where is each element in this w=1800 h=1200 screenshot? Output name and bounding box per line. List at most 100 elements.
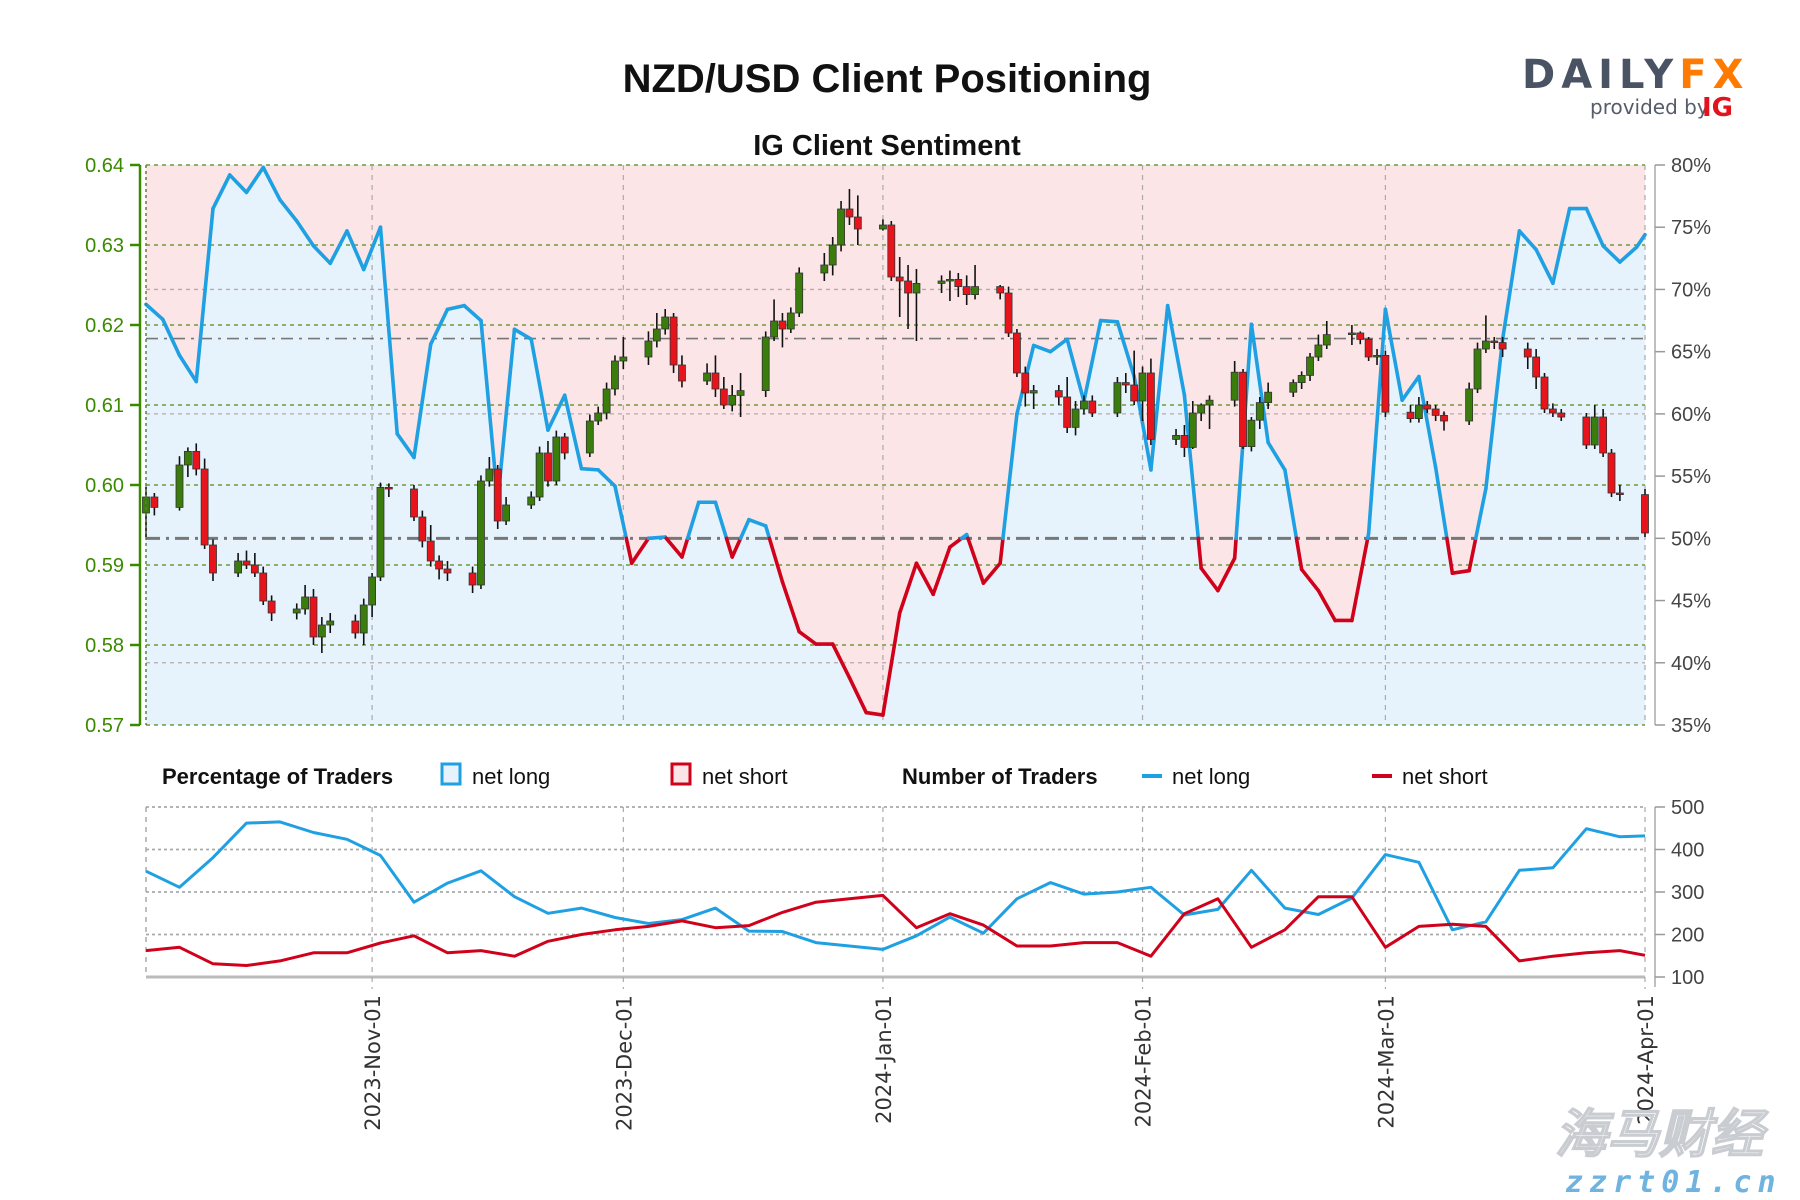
candle	[1130, 350, 1139, 405]
candle-body-up	[301, 596, 310, 610]
candle-body-up	[728, 394, 737, 406]
candle	[477, 475, 485, 589]
sentiment-segment-long	[1149, 303, 1170, 472]
lower-right-tick-label: 100	[1671, 967, 1704, 989]
left-tick-label: 0.63	[85, 235, 124, 257]
candle-body-down	[351, 620, 360, 634]
candle	[1641, 489, 1649, 537]
sentiment-segment-short	[1216, 556, 1237, 593]
candle-body-up	[1071, 408, 1080, 428]
sentiment-segment-short	[1445, 536, 1455, 575]
sentiment-segment-long	[1165, 303, 1187, 398]
candle	[1599, 409, 1608, 457]
sentiment-segment-long	[1266, 440, 1287, 472]
candle	[150, 493, 159, 516]
candle-body-down	[560, 436, 569, 454]
sentiment-segment-long	[685, 500, 701, 541]
candle	[594, 406, 603, 425]
sentiment-segment-long	[160, 317, 182, 358]
right-tick-label: 45%	[1671, 591, 1711, 613]
candle-body-down	[1423, 404, 1432, 410]
candle-body-up	[485, 468, 494, 482]
candle-body-down	[1364, 338, 1373, 358]
watermark-text-url: zzrt01.cn	[1565, 1165, 1782, 1200]
sentiment-segment-long	[1383, 307, 1404, 403]
candle-body-up	[937, 280, 946, 284]
candle-body-down	[962, 286, 971, 296]
candle	[1615, 485, 1624, 501]
sentiment-segment-long	[361, 225, 383, 272]
x-tick-label: 2024-Jan-01	[872, 995, 896, 1124]
candle	[1230, 361, 1239, 407]
candle	[1021, 366, 1030, 407]
legend-percentage-title: Percentage of Traders	[162, 764, 393, 789]
sentiment-segment-short	[1450, 568, 1471, 575]
candle-body-up	[317, 624, 326, 638]
x-tick-label: 2024-Apr-01	[1634, 995, 1658, 1125]
sentiment-segment-long	[579, 466, 601, 472]
sentiment-segment-long	[328, 229, 349, 266]
candle-body-down	[1013, 332, 1021, 374]
candle-body-down	[1063, 396, 1072, 428]
candle	[1121, 373, 1130, 393]
sentiment-segment-short	[797, 629, 818, 646]
candle-body-down	[150, 496, 159, 508]
candle	[552, 430, 561, 485]
sentiment-segment-long	[244, 165, 266, 195]
candle-body-up	[786, 312, 795, 330]
candle	[468, 566, 477, 593]
candle	[326, 613, 335, 633]
sentiment-segment-short	[847, 675, 868, 715]
candle-body-up	[770, 320, 778, 338]
candle	[1080, 395, 1088, 415]
candle	[1590, 405, 1599, 449]
candle-body-up	[1080, 400, 1088, 410]
sentiment-segment-short	[966, 536, 986, 585]
candle-body-up	[477, 480, 485, 586]
candle-body-up	[661, 316, 670, 330]
candle	[954, 273, 963, 297]
price-candles	[142, 189, 1649, 653]
candle-body-up	[1172, 434, 1180, 440]
logo-wordmark: DAILYFX	[1522, 52, 1749, 98]
legend-pct-long-swatch	[440, 762, 462, 786]
sentiment-segment-long	[1473, 486, 1488, 541]
candle	[786, 307, 795, 333]
legend-number-title: Number of Traders	[902, 764, 1098, 789]
candle-body-up	[594, 412, 603, 422]
sentiment-segment-long	[546, 393, 567, 432]
candle	[837, 201, 845, 252]
sentiment-segment-short	[998, 536, 1005, 566]
candle-body-up	[1414, 404, 1423, 420]
candle	[359, 598, 368, 645]
left-tick-label: 0.61	[85, 395, 124, 417]
sentiment-segment-short	[724, 536, 735, 559]
sentiment-segment-long	[1001, 412, 1019, 541]
candle	[820, 253, 829, 281]
candle	[1322, 321, 1331, 349]
sentiment-segment-long	[1400, 374, 1421, 403]
candle-body-down	[1130, 384, 1139, 402]
sentiment-segment-long	[294, 219, 316, 248]
candle-body-down	[384, 486, 393, 490]
candle-body-up	[652, 328, 661, 342]
sentiment-segment-long	[211, 173, 232, 211]
candle-body-up	[946, 278, 954, 282]
candle-body-down	[1021, 372, 1030, 394]
candle	[1364, 337, 1373, 361]
sentiment-segment-long	[763, 524, 772, 541]
candle	[1088, 395, 1097, 417]
sentiment-segment-short	[914, 561, 935, 597]
candle-body-down	[1498, 342, 1507, 350]
candle	[912, 269, 921, 341]
x-tick-label: 2024-Mar-01	[1374, 995, 1398, 1129]
candle-body-up	[1481, 340, 1490, 350]
candle-body-up	[326, 620, 335, 626]
candle-body-up	[703, 372, 711, 382]
candle-body-up	[535, 452, 544, 498]
candle	[527, 491, 536, 509]
sentiment-segment-short	[629, 536, 651, 566]
candle	[652, 313, 661, 348]
candle	[946, 270, 954, 301]
sentiment-segment-short	[864, 710, 885, 717]
